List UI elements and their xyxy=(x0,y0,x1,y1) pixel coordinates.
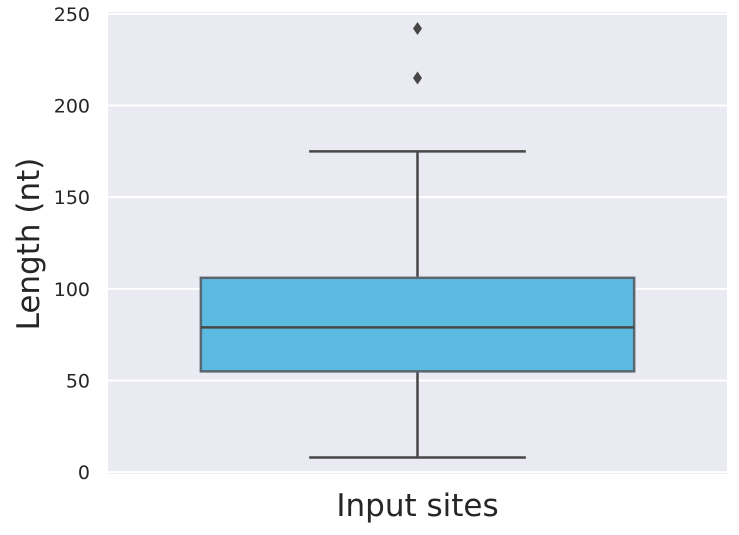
box-0 xyxy=(199,22,636,459)
y-tick-label-100: 100 xyxy=(54,279,90,301)
boxes xyxy=(199,22,636,459)
y-tick-label-0: 0 xyxy=(78,462,90,484)
y-tick-label-50: 50 xyxy=(66,371,90,393)
x-category-label: Input sites xyxy=(336,488,498,524)
x-tick-labels: Input sites xyxy=(336,488,498,524)
outlier-point-0 xyxy=(413,71,422,85)
y-tick-label-200: 200 xyxy=(54,96,90,118)
y-tick-label-250: 250 xyxy=(54,4,90,26)
y-tick-label-150: 150 xyxy=(54,187,90,209)
outlier-point-1 xyxy=(413,22,422,35)
y-tick-labels: 0 50 100 150 200 250 xyxy=(54,4,90,484)
iqr-box xyxy=(199,276,636,373)
y-axis-title: Length (nt) xyxy=(11,158,47,331)
